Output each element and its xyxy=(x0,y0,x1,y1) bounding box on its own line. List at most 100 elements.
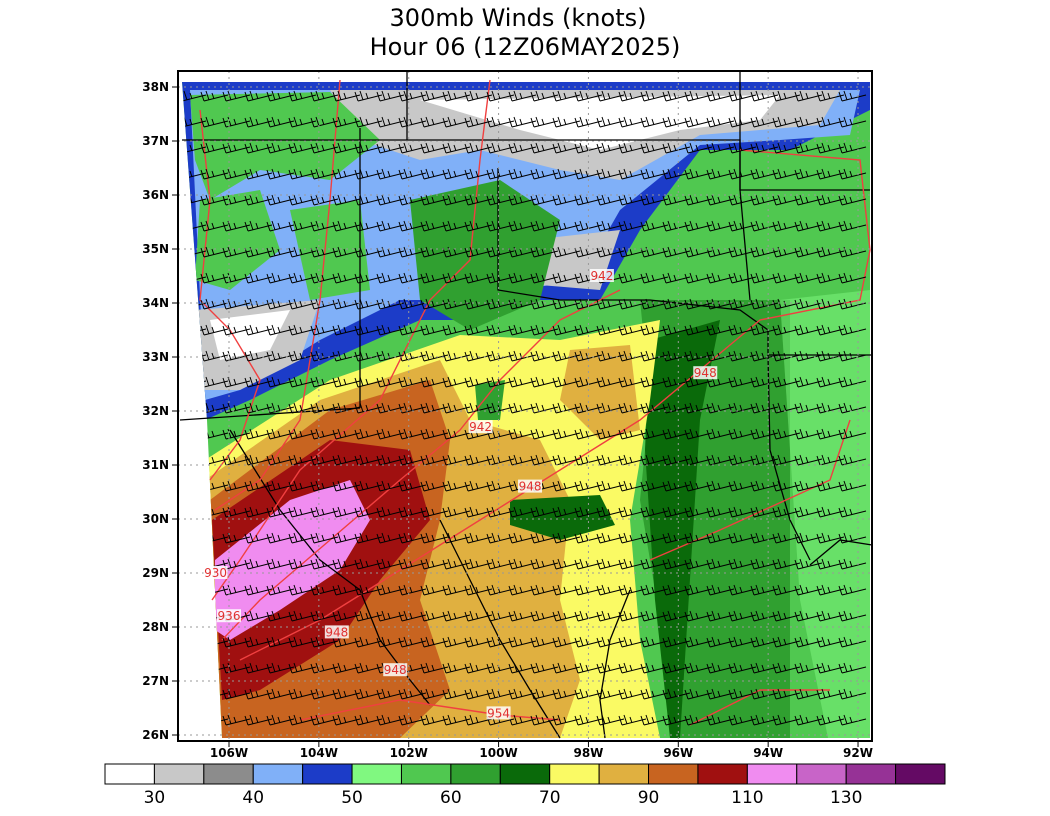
wind-barb xyxy=(376,168,405,180)
wind-barb xyxy=(772,298,801,310)
colorbar-label: 60 xyxy=(440,788,462,808)
wind-barb xyxy=(442,480,471,492)
wind-barb xyxy=(182,376,207,388)
wind-barb xyxy=(772,142,801,154)
colorbar-swatch xyxy=(895,763,946,785)
wind-barb xyxy=(816,688,845,700)
wind-barb xyxy=(640,454,669,466)
wind-barb xyxy=(332,402,361,414)
wind-barb xyxy=(530,246,559,258)
wind-barb xyxy=(508,376,537,388)
wind-barb xyxy=(596,220,625,232)
wind-barb xyxy=(706,480,735,492)
wind-barb xyxy=(244,194,273,206)
wind-barb xyxy=(398,220,427,232)
wind-barb xyxy=(420,168,449,180)
wind-barb xyxy=(728,324,757,336)
wind-barb xyxy=(420,584,449,596)
wind-barb xyxy=(728,688,757,700)
wind-barb xyxy=(464,142,493,154)
wind-barb xyxy=(420,298,449,310)
contour-label: 942 xyxy=(469,420,492,434)
wind-barb xyxy=(640,272,669,284)
wind-barb xyxy=(332,376,361,388)
wind-barb xyxy=(222,714,251,726)
wind-barb xyxy=(222,116,251,128)
wind-barb xyxy=(420,272,449,284)
contour-label-bg xyxy=(589,269,614,282)
wind-barb xyxy=(244,116,273,128)
wind-barb xyxy=(182,116,207,128)
wind-barb xyxy=(486,246,515,258)
wind-barb xyxy=(266,480,295,492)
grid xyxy=(172,71,872,747)
wind-barb xyxy=(182,142,207,154)
wind-barb xyxy=(398,90,427,102)
wind-barb xyxy=(684,220,713,232)
wind-barb xyxy=(794,506,823,518)
wind-barb xyxy=(420,610,449,622)
wind-barb xyxy=(618,194,647,206)
wind-barb xyxy=(310,246,339,258)
wind-barb xyxy=(182,636,207,648)
wind-barb xyxy=(750,376,779,388)
wind-barb xyxy=(816,376,845,388)
wind-barb xyxy=(662,636,691,648)
wind-barb xyxy=(182,194,207,206)
wind-barb xyxy=(706,246,735,258)
wind-barb xyxy=(750,168,779,180)
wind-barb xyxy=(266,662,295,674)
wind-barb xyxy=(310,584,339,596)
wind-barb xyxy=(728,116,757,128)
wind-barb xyxy=(354,402,383,414)
wind-barb xyxy=(552,558,581,570)
wind-barb xyxy=(442,662,471,674)
wind-barb xyxy=(182,168,207,180)
wind-barb xyxy=(552,90,581,102)
wind-barb xyxy=(222,454,251,466)
wind-barb xyxy=(552,272,581,284)
wind-barb xyxy=(508,246,537,258)
wind-barb xyxy=(464,246,493,258)
wind-barb xyxy=(728,532,757,544)
wind-barb xyxy=(464,480,493,492)
wind-barb xyxy=(706,688,735,700)
wind-barb xyxy=(486,220,515,232)
wind-barb xyxy=(222,324,251,336)
wind-barb xyxy=(288,298,317,310)
wind-barb xyxy=(838,714,867,726)
wind-barb xyxy=(794,480,823,492)
wind-barb xyxy=(376,220,405,232)
wind-barb xyxy=(200,246,229,258)
wind-barb xyxy=(750,506,779,518)
wind-barb xyxy=(222,532,251,544)
wind-barb xyxy=(750,532,779,544)
wind-barb xyxy=(596,246,625,258)
wind-barb xyxy=(464,116,493,128)
wind-barb xyxy=(332,324,361,336)
wind-barb xyxy=(222,142,251,154)
wind-barb xyxy=(310,662,339,674)
wind-barb xyxy=(552,532,581,544)
wind-barb xyxy=(772,90,801,102)
wind-barb xyxy=(838,194,867,206)
wind-barb xyxy=(684,116,713,128)
colorbar-label: 90 xyxy=(638,788,660,808)
wind-barb xyxy=(244,688,273,700)
wind-barb xyxy=(662,428,691,440)
wind-barb xyxy=(310,376,339,388)
wind-barb xyxy=(728,506,757,518)
wind-barb xyxy=(728,636,757,648)
wind-barbs xyxy=(182,90,867,726)
wind-barb xyxy=(728,662,757,674)
wind-barb xyxy=(574,610,603,622)
wind-barb xyxy=(816,90,845,102)
wind-barb xyxy=(794,298,823,310)
wind-barb xyxy=(222,194,251,206)
wind-barb xyxy=(728,714,757,726)
wind-barb xyxy=(288,402,317,414)
wind-barb xyxy=(288,454,317,466)
wind-barb xyxy=(772,532,801,544)
wind-barb xyxy=(310,506,339,518)
wind-barb xyxy=(182,454,207,466)
